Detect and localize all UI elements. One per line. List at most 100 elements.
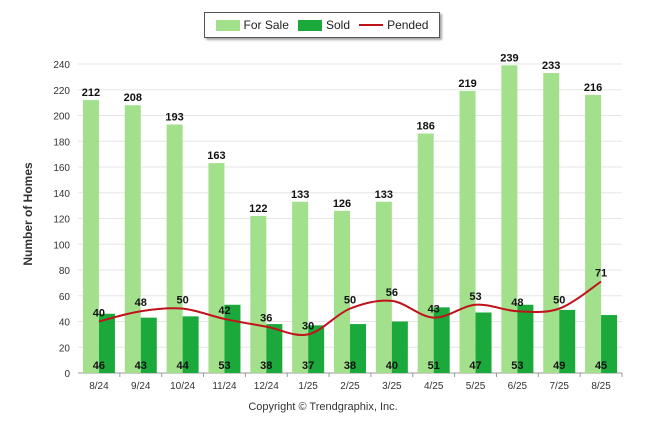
legend-swatch-for-sale xyxy=(215,19,240,31)
x-tick-label: 8/25 xyxy=(591,381,611,392)
data-label-pended: 42 xyxy=(218,305,230,317)
data-label-sold: 53 xyxy=(511,360,523,372)
x-tick-label: 4/25 xyxy=(424,381,444,392)
legend-swatch-sold xyxy=(297,19,322,31)
bar-sold xyxy=(350,324,366,373)
bar-for-sale xyxy=(208,163,225,373)
data-label-for-sale: 239 xyxy=(500,52,518,64)
data-label-pended: 48 xyxy=(135,297,147,309)
y-tick-label: 20 xyxy=(59,343,71,354)
data-label-sold: 46 xyxy=(93,360,105,372)
data-label-for-sale: 212 xyxy=(82,87,100,99)
data-label-for-sale: 193 xyxy=(165,112,183,124)
bar-sold xyxy=(182,316,199,373)
x-tick-label: 5/25 xyxy=(466,381,486,392)
data-label-for-sale: 122 xyxy=(249,203,267,215)
bar-sold xyxy=(559,309,576,373)
copyright-footer: Copyright © Trendgraphix, Inc. xyxy=(248,401,398,413)
data-label-pended: 56 xyxy=(386,287,398,299)
bar-sold xyxy=(308,325,325,373)
data-label-sold: 49 xyxy=(553,360,565,372)
legend-swatch-pended xyxy=(359,24,384,26)
bar-for-sale xyxy=(82,100,99,374)
x-tick-label: 7/25 xyxy=(549,381,569,392)
legend-label-for-sale: For Sale xyxy=(243,18,289,32)
data-label-pended: 71 xyxy=(595,268,607,280)
data-label-for-sale: 126 xyxy=(333,198,351,210)
x-tick-label: 1/25 xyxy=(298,381,318,392)
y-tick-label: 100 xyxy=(53,240,70,251)
x-tick-label: 11/24 xyxy=(212,381,237,392)
legend-item-sold[interactable]: Sold xyxy=(297,18,350,32)
data-label-for-sale: 208 xyxy=(124,92,142,104)
y-tick-label: 0 xyxy=(64,369,70,380)
legend-item-for-sale[interactable]: For Sale xyxy=(215,18,289,32)
data-label-pended: 50 xyxy=(344,295,356,307)
bar-for-sale xyxy=(375,201,392,373)
x-tick-label: 9/24 xyxy=(131,381,151,392)
bar-for-sale xyxy=(250,215,267,373)
legend-label-pended: Pended xyxy=(387,18,429,32)
data-label-sold: 45 xyxy=(595,360,607,372)
bar-for-sale xyxy=(124,105,141,373)
legend: For Sale Sold Pended xyxy=(204,12,440,38)
bar-sold xyxy=(140,317,157,373)
data-label-for-sale: 216 xyxy=(584,82,602,94)
data-label-for-sale: 186 xyxy=(417,121,435,133)
data-label-pended: 48 xyxy=(511,297,523,309)
y-tick-label: 240 xyxy=(53,60,70,71)
data-label-pended: 53 xyxy=(469,291,481,303)
data-label-sold: 44 xyxy=(176,360,189,372)
data-label-for-sale: 133 xyxy=(375,189,393,201)
bar-for-sale xyxy=(459,91,476,373)
series-line-pended xyxy=(98,280,602,337)
legend-item-pended[interactable]: Pended xyxy=(359,18,428,32)
bar-for-sale xyxy=(292,201,309,373)
data-label-for-sale: 163 xyxy=(207,150,225,162)
y-tick-label: 40 xyxy=(59,318,71,329)
y-tick-label: 180 xyxy=(53,137,70,148)
bar-for-sale xyxy=(334,210,350,373)
data-label-pended: 50 xyxy=(553,295,565,307)
y-tick-label: 60 xyxy=(59,292,71,303)
x-tick-label: 8/24 xyxy=(89,381,109,392)
data-label-pended: 40 xyxy=(93,308,105,320)
data-label-for-sale: 233 xyxy=(542,60,560,72)
data-label-for-sale: 219 xyxy=(458,78,476,90)
data-label-sold: 53 xyxy=(218,360,230,372)
data-label-sold: 38 xyxy=(344,360,356,372)
x-tick-label: 12/24 xyxy=(254,381,279,392)
bar-sold xyxy=(517,304,534,373)
bar-sold xyxy=(266,324,283,373)
bar-sold xyxy=(98,313,115,373)
data-label-pended: 36 xyxy=(260,313,272,325)
legend-label-sold: Sold xyxy=(325,18,350,32)
x-tick-label: 3/25 xyxy=(382,381,402,392)
bar-for-sale xyxy=(417,133,434,373)
data-label-sold: 37 xyxy=(302,360,314,372)
y-tick-label: 200 xyxy=(53,112,70,123)
y-tick-label: 120 xyxy=(53,215,70,226)
bar-for-sale xyxy=(501,65,518,373)
data-label-pended: 50 xyxy=(176,295,188,307)
data-label-sold: 47 xyxy=(469,360,481,372)
data-label-pended: 30 xyxy=(302,320,314,332)
bar-sold xyxy=(433,307,450,373)
y-tick-label: 160 xyxy=(53,163,70,174)
bar-sold xyxy=(601,315,618,373)
data-label-sold: 43 xyxy=(135,360,147,372)
y-tick-label: 80 xyxy=(59,266,71,277)
x-tick-label: 10/24 xyxy=(170,381,195,392)
data-label-sold: 38 xyxy=(260,360,272,372)
data-label-pended: 43 xyxy=(428,304,440,316)
bar-for-sale xyxy=(543,73,560,373)
bar-sold xyxy=(475,312,492,373)
x-tick-label: 2/25 xyxy=(340,381,360,392)
bar-for-sale xyxy=(585,94,602,374)
data-label-sold: 40 xyxy=(386,360,398,372)
y-tick-label: 220 xyxy=(53,86,70,97)
bar-for-sale xyxy=(166,124,183,373)
bar-sold xyxy=(391,321,408,373)
